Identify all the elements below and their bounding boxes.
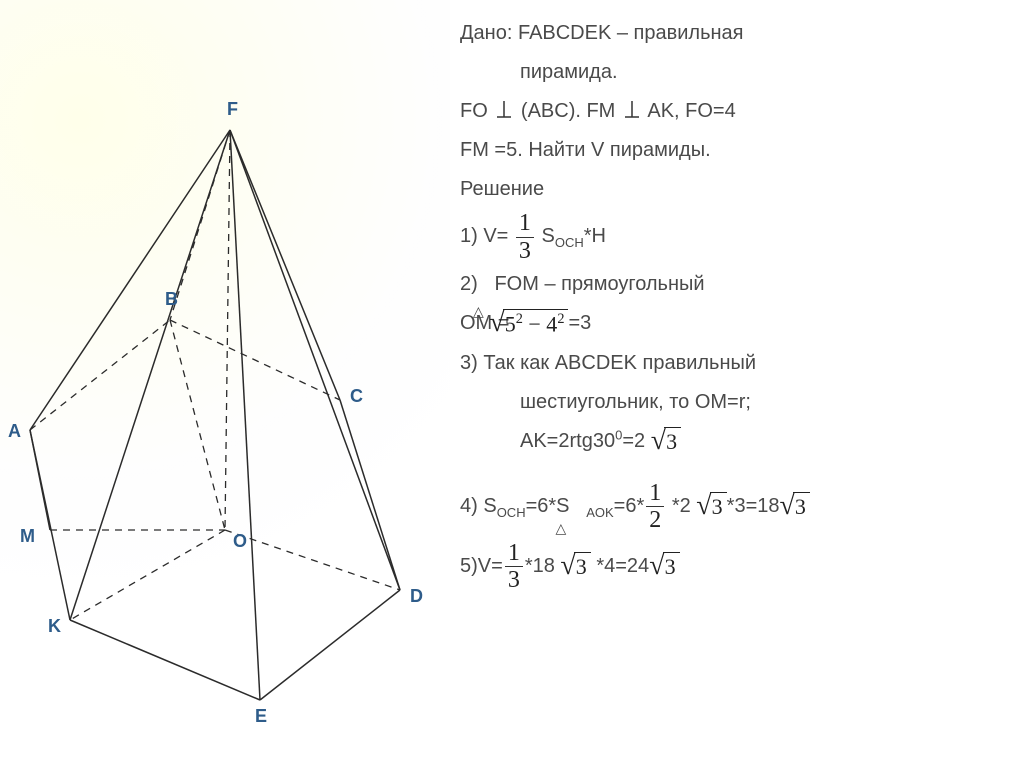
frac-den: 3 <box>516 238 534 264</box>
step-5: 5)V=13*18 √3 *4=24√3 <box>460 540 1020 594</box>
sqrt3b: √3 <box>696 492 726 522</box>
l7b: =3 <box>568 312 591 334</box>
l5c: *H <box>584 225 606 247</box>
vertex-label-O: O <box>233 531 247 552</box>
frac13b-den: 3 <box>505 567 523 593</box>
vertex-labels-layer: F A B C D E K M O <box>0 0 450 768</box>
frac-num: 1 <box>516 210 534 237</box>
l2b: (ABC). FM <box>521 100 615 122</box>
vertex-label-M: M <box>20 526 35 547</box>
step-2: 2) FOM – прямоугольный <box>460 266 1020 303</box>
sub-aok: AOK <box>586 505 613 520</box>
sqrt3e: √3 <box>649 552 679 582</box>
l9d: *2 <box>672 495 691 517</box>
perp-icon <box>495 97 513 134</box>
given-line-2: FO (ABC). FM AK, FO=4 <box>460 93 1020 130</box>
frac12-den: 2 <box>646 507 664 533</box>
vertex-label-K: K <box>48 616 61 637</box>
vertex-label-B: B <box>165 289 178 310</box>
rad-m4: − 4 <box>528 311 557 336</box>
step-3a: 3) Так как ABCDEK правильный <box>460 345 1020 382</box>
radicand: 52 − 42 <box>503 309 569 339</box>
fraction-one-third-b: 13 <box>505 540 523 594</box>
rad-sup2: 2 <box>557 311 564 327</box>
sqrt3b-rad: 3 <box>710 492 727 522</box>
l10c: *4=24 <box>596 555 649 577</box>
l10a: 5)V= <box>460 555 503 577</box>
vertex-label-A: A <box>8 421 21 442</box>
l9c: =6* <box>614 495 645 517</box>
perp-icon <box>623 97 641 134</box>
l9b: =6*S <box>526 495 570 517</box>
vertex-label-D: D <box>410 586 423 607</box>
l6b: FOM – прямоугольный <box>494 273 704 295</box>
l2a: FO <box>460 100 488 122</box>
solution-title: Решение <box>460 171 1020 208</box>
given-line-1: Дано: FABCDEK – правильная <box>460 15 1020 52</box>
l6a: 2) <box>460 273 478 295</box>
sqrt3: √3 <box>651 427 681 457</box>
l2c: AK, FO=4 <box>647 100 735 122</box>
triangle-icon: △ <box>473 303 484 319</box>
l10b: *18 <box>525 555 555 577</box>
l9e: *3=18 <box>727 495 780 517</box>
l8c: AK=2rtg30 <box>520 430 615 452</box>
l5a: 1) V= <box>460 225 508 247</box>
frac13b-num: 1 <box>505 540 523 567</box>
l9a: 4) S <box>460 495 497 517</box>
step-2-om: OM = △ √ 52 − 42 =3 <box>460 305 1020 343</box>
step-3b: шестиугольник, то OM=r; <box>460 384 1020 421</box>
sub-osn: ОСН <box>555 235 584 250</box>
rad-sup: 2 <box>516 311 523 327</box>
given-line-3: FM =5. Найти V пирамиды. <box>460 132 1020 169</box>
sqrt3c-rad: 3 <box>793 492 810 522</box>
step-4: 4) SОСН=6*S AOK=6*12 *2 √3*3=18√3 △ <box>460 480 1020 534</box>
fraction-one-third: 1 3 <box>516 210 534 264</box>
tri-icon-2: △ <box>555 520 566 536</box>
sqrt3d: √3 <box>560 552 590 582</box>
sub-osn2: ОСН <box>497 505 526 520</box>
vertex-label-C: C <box>350 386 363 407</box>
fraction-one-half: 12 <box>646 480 664 534</box>
sqrt-expr: √ 52 − 42 <box>489 309 568 339</box>
vertex-label-F: F <box>227 99 238 120</box>
diagram-panel: F A B C D E K M O <box>0 0 450 768</box>
step-1: 1) V= 1 3 SОСН*H <box>460 210 1020 264</box>
sqrt3-rad: 3 <box>664 427 681 457</box>
sqrt3c: √3 <box>780 492 810 522</box>
sqrt3e-rad: 3 <box>663 552 680 582</box>
vertex-label-E: E <box>255 706 267 727</box>
l5b: S <box>541 225 554 247</box>
sqrt3d-rad: 3 <box>574 552 591 582</box>
rad-5: 5 <box>505 311 516 336</box>
step-3c: AK=2rtg300=2 √3 <box>460 423 1020 460</box>
l8c2: =2 <box>622 430 645 452</box>
problem-text-panel: Дано: FABCDEK – правильная пирамида. FO … <box>460 15 1020 595</box>
frac12-num: 1 <box>646 480 664 507</box>
given-line-1b: пирамида. <box>460 54 1020 91</box>
